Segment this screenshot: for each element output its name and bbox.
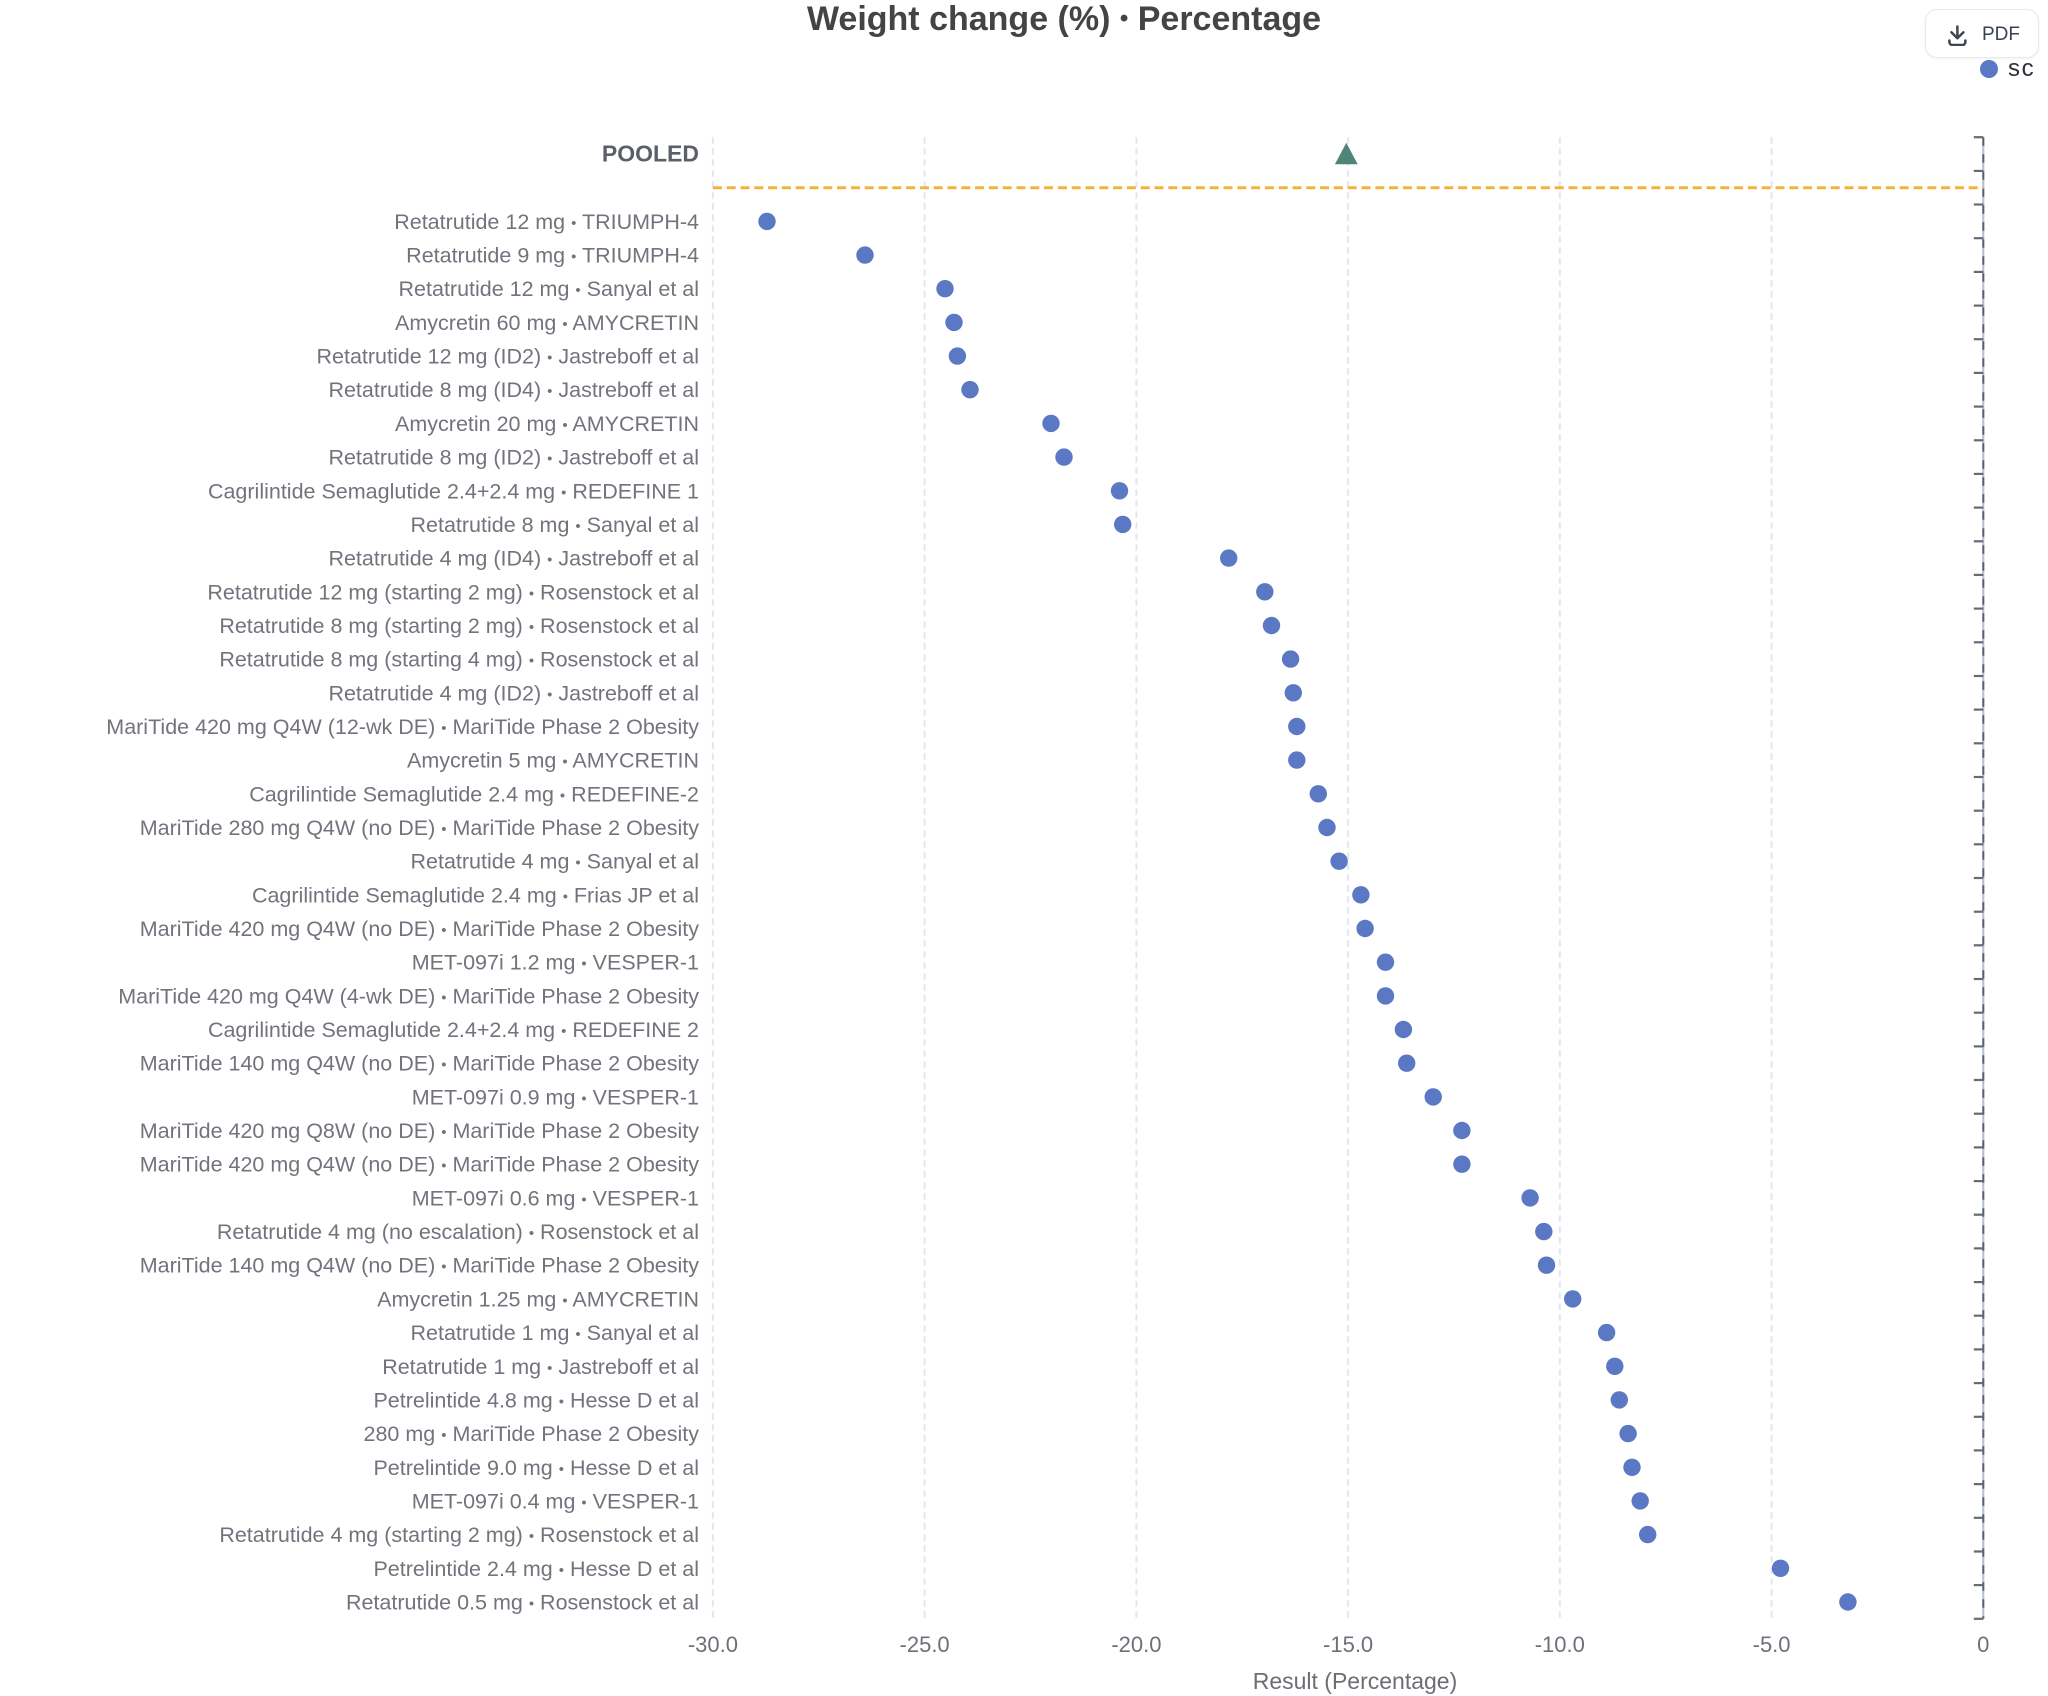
svg-text:MariTide 140 mg Q4W (no DE) •: MariTide 140 mg Q4W (no DE) • MariTide P… <box>140 1254 700 1278</box>
svg-text:Amycretin 60 mg • AMYCRETIN: Amycretin 60 mg • AMYCRETIN <box>395 311 699 335</box>
svg-text:-5.0: -5.0 <box>1753 1632 1791 1657</box>
svg-text:Retatrutide 12 mg (ID2) • Jast: Retatrutide 12 mg (ID2) • Jastreboff et … <box>317 345 700 369</box>
svg-text:Retatrutide 4 mg (ID4) • Jastr: Retatrutide 4 mg (ID4) • Jastreboff et a… <box>328 547 699 571</box>
svg-text:Retatrutide 8 mg • Sanyal et a: Retatrutide 8 mg • Sanyal et al <box>410 513 699 537</box>
svg-text:-25.0: -25.0 <box>900 1632 950 1657</box>
svg-text:Cagrilintide Semaglutide 2.4+2: Cagrilintide Semaglutide 2.4+2.4 mg • RE… <box>208 1018 699 1042</box>
svg-text:Amycretin 20 mg • AMYCRETIN: Amycretin 20 mg • AMYCRETIN <box>395 412 699 436</box>
svg-text:MariTide 420 mg Q4W (no DE) •: MariTide 420 mg Q4W (no DE) • MariTide P… <box>140 1153 700 1177</box>
svg-text:MET-097i 0.4 mg • VESPER-1: MET-097i 0.4 mg • VESPER-1 <box>412 1489 699 1513</box>
svg-text:Retatrutide 4 mg • Sanyal et a: Retatrutide 4 mg • Sanyal et al <box>410 850 699 874</box>
svg-text:0: 0 <box>1977 1632 1989 1657</box>
svg-text:Retatrutide 4 mg (ID2) • Jastr: Retatrutide 4 mg (ID2) • Jastreboff et a… <box>328 681 699 705</box>
svg-text:Retatrutide 1 mg • Sanyal et a: Retatrutide 1 mg • Sanyal et al <box>410 1321 699 1345</box>
svg-text:-10.0: -10.0 <box>1535 1632 1585 1657</box>
svg-text:Petrelintide 9.0 mg • Hesse D: Petrelintide 9.0 mg • Hesse D et al <box>373 1456 699 1480</box>
svg-text:-20.0: -20.0 <box>1111 1632 1161 1657</box>
svg-text:Retatrutide 8 mg (starting 4 m: Retatrutide 8 mg (starting 4 mg) • Rosen… <box>219 648 699 672</box>
svg-text:Cagrilintide Semaglutide 2.4 m: Cagrilintide Semaglutide 2.4 mg • Frias … <box>252 883 699 907</box>
svg-text:POOLED: POOLED <box>602 141 699 167</box>
svg-text:Result (Percentage): Result (Percentage) <box>1253 1668 1458 1694</box>
svg-text:Cagrilintide Semaglutide 2.4+2: Cagrilintide Semaglutide 2.4+2.4 mg • RE… <box>208 479 699 503</box>
svg-text:Retatrutide 8 mg (ID2) • Jastr: Retatrutide 8 mg (ID2) • Jastreboff et a… <box>328 446 699 470</box>
svg-text:Retatrutide 9 mg • TRIUMPH-4: Retatrutide 9 mg • TRIUMPH-4 <box>406 244 699 268</box>
svg-text:MariTide 280 mg Q4W (no DE) •: MariTide 280 mg Q4W (no DE) • MariTide P… <box>140 816 700 840</box>
svg-text:Retatrutide 4 mg (starting 2 m: Retatrutide 4 mg (starting 2 mg) • Rosen… <box>219 1523 699 1547</box>
svg-text:Amycretin 1.25 mg • AMYCRETIN: Amycretin 1.25 mg • AMYCRETIN <box>377 1287 699 1311</box>
svg-text:MariTide 420 mg Q8W (no DE) •: MariTide 420 mg Q8W (no DE) • MariTide P… <box>140 1119 700 1143</box>
svg-text:MariTide 420 mg Q4W (4-wk DE): MariTide 420 mg Q4W (4-wk DE) • MariTide… <box>118 984 699 1008</box>
svg-text:Retatrutide 1 mg • Jastreboff: Retatrutide 1 mg • Jastreboff et al <box>382 1355 699 1379</box>
svg-text:Amycretin 5 mg • AMYCRETIN: Amycretin 5 mg • AMYCRETIN <box>407 749 699 773</box>
svg-text:280 mg • MariTide Phase 2 Obes: 280 mg • MariTide Phase 2 Obesity <box>364 1422 700 1446</box>
svg-text:-30.0: -30.0 <box>688 1632 738 1657</box>
svg-text:Retatrutide 12 mg (starting 2: Retatrutide 12 mg (starting 2 mg) • Rose… <box>207 580 699 604</box>
svg-text:Retatrutide 4 mg (no escalatio: Retatrutide 4 mg (no escalation) • Rosen… <box>217 1220 699 1244</box>
svg-text:MariTide 420 mg Q4W (12-wk DE): MariTide 420 mg Q4W (12-wk DE) • MariTid… <box>106 715 699 739</box>
svg-text:MET-097i 0.6 mg • VESPER-1: MET-097i 0.6 mg • VESPER-1 <box>412 1186 699 1210</box>
svg-text:Retatrutide 8 mg (starting 2 m: Retatrutide 8 mg (starting 2 mg) • Rosen… <box>219 614 699 638</box>
svg-text:Retatrutide 8 mg (ID4) • Jastr: Retatrutide 8 mg (ID4) • Jastreboff et a… <box>328 378 699 402</box>
svg-text:MariTide 420 mg Q4W (no DE) •: MariTide 420 mg Q4W (no DE) • MariTide P… <box>140 917 700 941</box>
svg-text:Retatrutide 12 mg • TRIUMPH-4: Retatrutide 12 mg • TRIUMPH-4 <box>394 210 699 234</box>
svg-text:Petrelintide 2.4 mg • Hesse D: Petrelintide 2.4 mg • Hesse D et al <box>373 1557 699 1581</box>
svg-text:MET-097i 1.2 mg • VESPER-1: MET-097i 1.2 mg • VESPER-1 <box>412 951 699 975</box>
svg-text:Retatrutide 0.5 mg • Rosenstoc: Retatrutide 0.5 mg • Rosenstock et al <box>346 1591 699 1615</box>
svg-text:Petrelintide 4.8 mg • Hesse D: Petrelintide 4.8 mg • Hesse D et al <box>373 1388 699 1412</box>
svg-text:Cagrilintide Semaglutide 2.4 m: Cagrilintide Semaglutide 2.4 mg • REDEFI… <box>249 782 699 806</box>
svg-text:MariTide 140 mg Q4W (no DE) •: MariTide 140 mg Q4W (no DE) • MariTide P… <box>140 1052 700 1076</box>
svg-text:MET-097i 0.9 mg • VESPER-1: MET-097i 0.9 mg • VESPER-1 <box>412 1085 699 1109</box>
svg-text:-15.0: -15.0 <box>1323 1632 1373 1657</box>
svg-text:Retatrutide 12 mg • Sanyal et: Retatrutide 12 mg • Sanyal et al <box>399 277 699 301</box>
